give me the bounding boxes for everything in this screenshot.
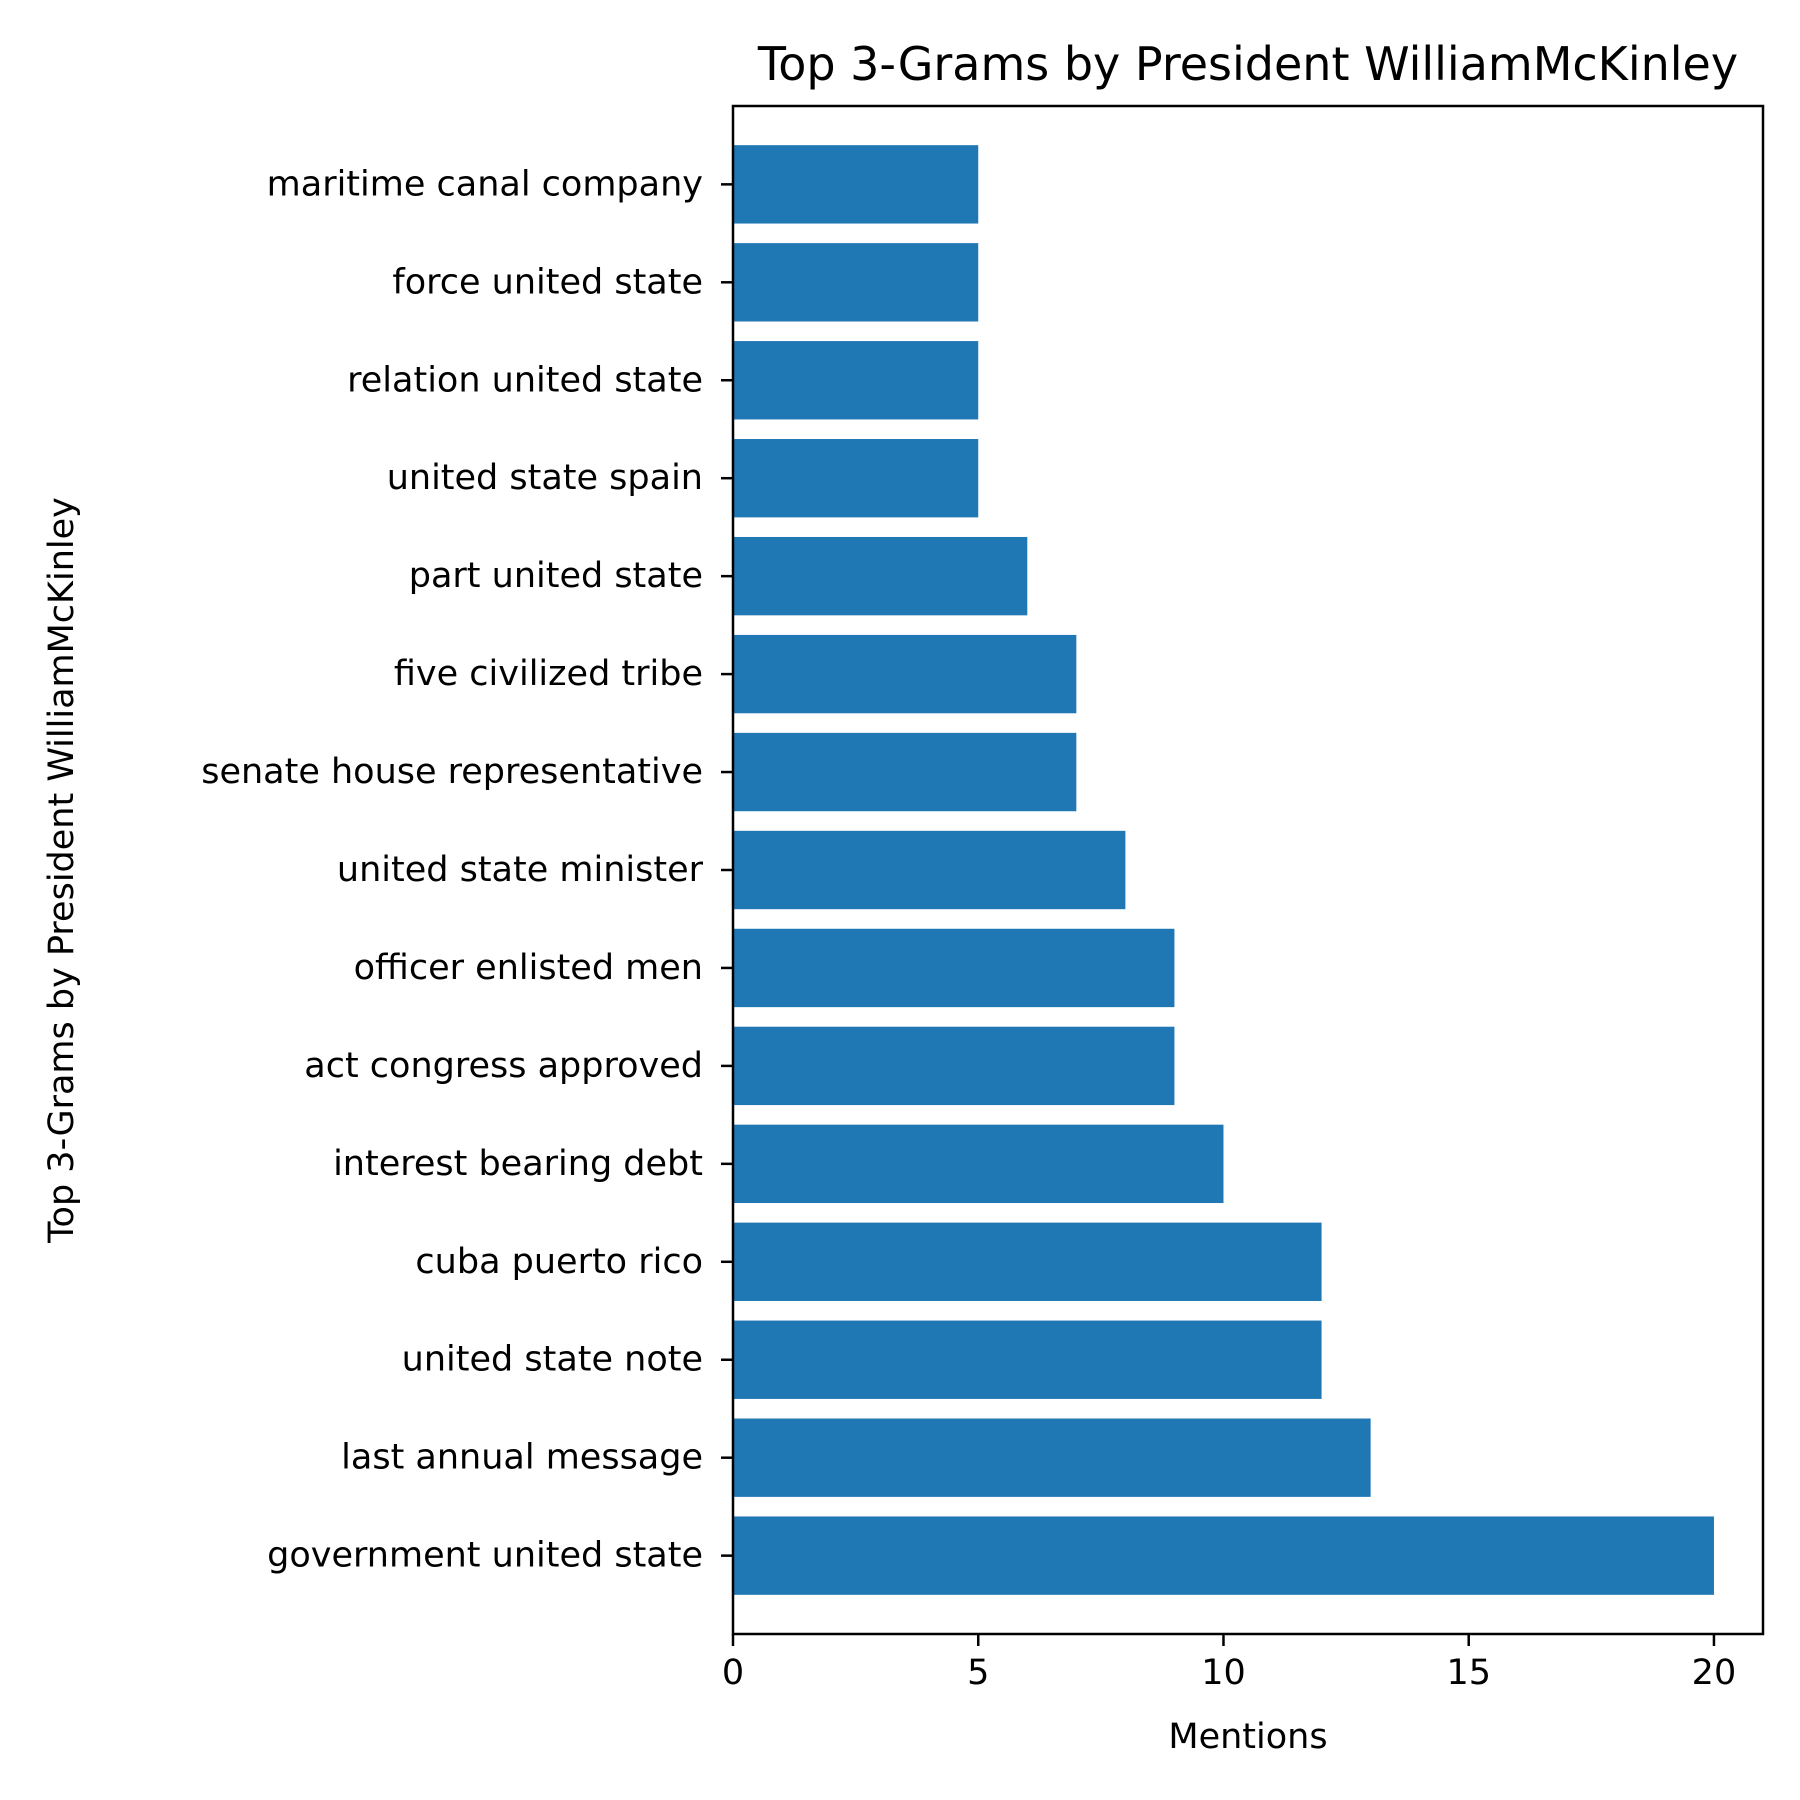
bars-group: [733, 145, 1714, 1595]
x-tick-label: 5: [967, 1653, 989, 1693]
y-tick-label: senate house representative: [201, 752, 703, 792]
y-tick-label: force united state: [392, 262, 703, 302]
x-tick-label: 0: [722, 1653, 744, 1693]
y-tick-label: last annual message: [341, 1438, 703, 1478]
bar: [733, 732, 1077, 812]
bar: [733, 1222, 1322, 1301]
y-tick-label: officer enlisted men: [354, 948, 703, 988]
y-tick-label: united state note: [402, 1340, 703, 1380]
y-tick-label: five civilized tribe: [394, 654, 703, 694]
bar: [733, 145, 979, 224]
y-tick-label: government united state: [267, 1536, 703, 1576]
y-tick-label: relation united state: [347, 360, 703, 400]
y-tick-label: act congress approved: [304, 1046, 703, 1086]
y-tick-label: interest bearing debt: [333, 1144, 703, 1184]
y-tick-label: cuba puerto rico: [415, 1242, 703, 1282]
bar: [733, 243, 979, 322]
bar: [733, 830, 1126, 910]
bar: [733, 536, 1028, 616]
x-tick-label: 20: [1692, 1653, 1737, 1693]
x-tick-label: 15: [1446, 1653, 1491, 1693]
y-tick-label: part united state: [409, 556, 703, 596]
bar: [733, 634, 1077, 714]
x-axis-label: Mentions: [1168, 1717, 1327, 1757]
y-tick-label: united state minister: [337, 850, 704, 890]
bar: [733, 1418, 1371, 1497]
plot-frame: [731, 104, 1765, 1636]
y-axis-label: Top 3-Grams by President WilliamMcKinley: [42, 497, 82, 1244]
y-axis-ticks: government united state last annual messa…: [201, 164, 733, 1576]
bar: [733, 439, 979, 518]
bar: [733, 341, 979, 420]
chart-title: Top 3-Grams by President WilliamMcKinley: [757, 37, 1738, 91]
bar: [733, 1516, 1714, 1595]
bar: [733, 1320, 1322, 1399]
y-tick-label: maritime canal company: [267, 164, 703, 204]
bar: [733, 928, 1175, 1008]
x-axis-ticks: 0 5 10 15 20: [722, 1634, 1736, 1693]
y-tick-label: united state spain: [387, 458, 703, 498]
bar: [733, 1124, 1224, 1204]
bar: [733, 1026, 1175, 1106]
x-tick-label: 10: [1201, 1653, 1246, 1693]
